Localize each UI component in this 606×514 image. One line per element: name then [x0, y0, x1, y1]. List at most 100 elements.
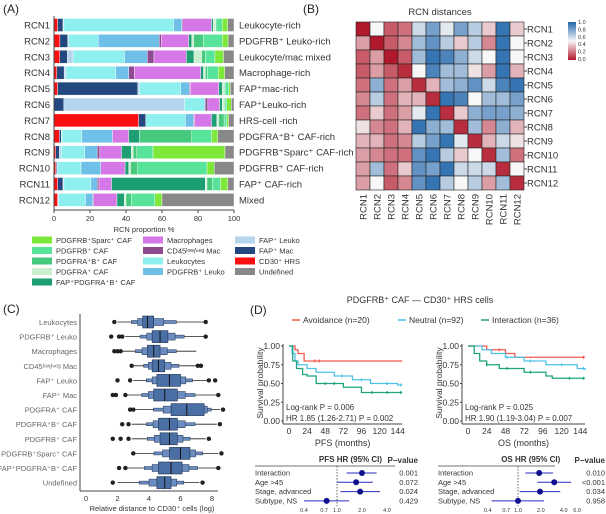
heatmap-cell [509, 105, 525, 121]
iqr-box [156, 476, 172, 489]
outlier-point [115, 378, 120, 383]
bar-segment [161, 34, 189, 48]
bar-segment [214, 50, 224, 64]
heatmap-cell [425, 63, 441, 79]
survival-curve [468, 345, 585, 358]
outlier-point [123, 465, 128, 471]
p-value: 0.958 [586, 496, 605, 505]
heatmap-cell [383, 175, 399, 191]
y-tick-label: 0.00 [263, 416, 280, 426]
forest-tick-label: 0.7 [320, 508, 328, 514]
colorbar-tick-label: 0.4 [578, 42, 586, 48]
heatmap-cell [495, 49, 511, 65]
bar-segment [53, 18, 58, 32]
bar-segment [217, 129, 235, 144]
outlier-point [219, 451, 224, 456]
bar-segment [206, 161, 215, 175]
bar-segment [55, 145, 60, 159]
row-annotation: PDGFRB⁺ Leuko-rich [239, 36, 331, 47]
heatmap-cell [467, 147, 483, 163]
bar-segment [128, 129, 140, 144]
heatmap-cell [481, 91, 497, 107]
bar-segment [57, 18, 64, 32]
bar-segment [128, 161, 131, 175]
bar-segment [224, 65, 235, 80]
forest-tick-label: 0.4 [300, 508, 308, 514]
heatmap-cell [453, 91, 469, 107]
hazard-ratio-point [537, 488, 544, 495]
bar-segment [67, 50, 74, 64]
y-axis-label: Survival probability [434, 347, 444, 419]
bar-segment [147, 50, 155, 64]
y-tick-label: 1.00 [263, 341, 280, 351]
heatmap-cell [411, 147, 427, 163]
heatmap-cell [397, 63, 413, 79]
x-tick-label: 0 [52, 214, 56, 223]
y-tick-label: 1.00 [442, 341, 459, 351]
col-label: RCN1 [359, 194, 370, 220]
heatmap-cell [467, 91, 483, 107]
bar-segment [99, 145, 122, 159]
heatmap-cell [509, 133, 525, 149]
forest-tick-label: 1.0 [333, 508, 341, 514]
heatmap-cell [355, 77, 371, 93]
outlier-point [123, 392, 128, 398]
p-value: 0.072 [399, 478, 418, 487]
bar-segment [231, 97, 235, 112]
survival-curve [289, 345, 403, 362]
bar-segment [224, 97, 227, 112]
heatmap-cell [383, 161, 399, 177]
category-label: FAP⁺PDGFRA⁺B⁺ CAF [0, 464, 77, 473]
bar-segment [205, 50, 216, 64]
outlier-point [217, 422, 223, 427]
bar-segment [218, 65, 225, 80]
bar-segment [224, 145, 235, 159]
x-tick-label: 24 [302, 426, 312, 436]
heatmap-cell [425, 91, 441, 107]
legend-label: Undefined [259, 268, 293, 277]
bar-segment [211, 129, 219, 144]
heatmap-cell [467, 35, 483, 51]
outlier-point [129, 363, 134, 368]
bar-segment [185, 113, 194, 128]
bar-segment [180, 81, 190, 96]
category-label: PDGFRB⁺Sparc⁺ CAF [1, 449, 77, 458]
legend-swatch [143, 247, 163, 254]
p-value: 0.429 [399, 496, 418, 505]
x-axis-label: Relative distance to CD30⁺ cells (log) [90, 504, 215, 513]
bar-segment [188, 34, 192, 48]
heatmap-cell [509, 63, 525, 79]
bar-segment [222, 97, 225, 112]
outlier-point [118, 436, 123, 441]
heatmap-cell [369, 133, 385, 149]
row-label: RCN3 [527, 53, 553, 64]
bar-segment [98, 34, 160, 48]
heatmap-cell [467, 133, 483, 149]
heatmap-cell [439, 77, 455, 93]
x-tick-label: 72 [519, 426, 529, 436]
bar-segment [138, 113, 147, 128]
colorbar-tick-label: 1.0 [578, 20, 586, 26]
heatmap-cell [481, 105, 497, 121]
bar-segment [116, 193, 125, 207]
heatmap-cell [355, 175, 371, 191]
heatmap-cell [509, 91, 525, 107]
row-label: RCN2 [24, 36, 50, 47]
legend-swatch [32, 278, 52, 286]
heatmap-cell [425, 49, 441, 65]
outlier-point [198, 363, 204, 368]
heatmap-cell [439, 161, 455, 177]
legend-swatch [235, 257, 255, 265]
panel-c-boxplot: Leukocytes PDGFRB⁺ Leuko Macrophages CD45ˡᵒ… [0, 314, 226, 513]
hazard-ratio-point [536, 470, 543, 476]
heatmap-cell [369, 63, 385, 79]
iqr-box [158, 461, 183, 475]
heatmap-cell [467, 49, 483, 65]
heatmap-cell [453, 105, 469, 121]
legend-label: FAP⁺ Leuko [259, 236, 300, 245]
row-annotation: Leukocyte/mac mixed [239, 52, 331, 63]
legend-label: PDGFRB⁺Sparc⁺ CAF [56, 236, 132, 245]
bar-segment [53, 97, 65, 112]
heatmap-cell [495, 105, 511, 121]
outlier-point [116, 465, 122, 471]
